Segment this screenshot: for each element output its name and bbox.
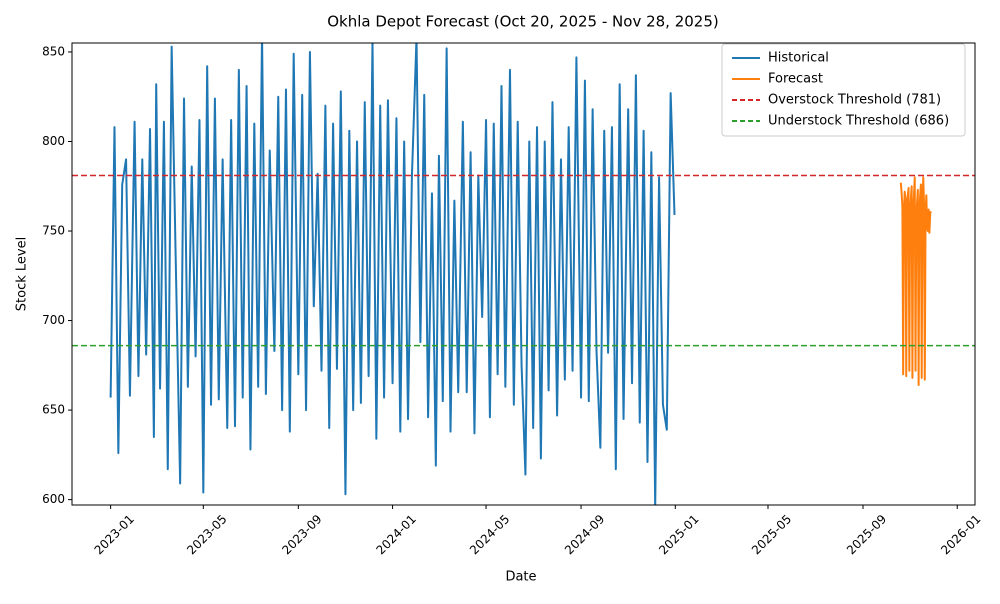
x-tick-label: 2025-05 — [749, 512, 794, 557]
y-tick-label: 800 — [42, 134, 65, 148]
y-axis-label: Stock Level — [15, 237, 30, 311]
series-line — [109, 43, 676, 505]
y-tick-label: 700 — [42, 313, 65, 327]
x-tick-label: 2024-01 — [374, 512, 419, 557]
legend-label: Forecast — [768, 72, 823, 87]
legend-label: Overstock Threshold (781) — [768, 93, 941, 108]
series-line — [899, 176, 932, 387]
x-tick-label: 2023-01 — [92, 512, 137, 557]
plot-frame — [71, 42, 976, 506]
legend-label: Understock Threshold (686) — [768, 114, 949, 129]
y-tick-label: 600 — [42, 492, 65, 506]
legend-box — [721, 43, 966, 137]
plot-area — [72, 43, 975, 505]
legend-label: Historical — [768, 51, 829, 66]
x-tick-label: 2026-01 — [938, 512, 983, 557]
x-tick-label: 2024-09 — [562, 512, 607, 557]
legend: Historical Forecast Overstock Threshold (7… — [721, 43, 966, 137]
x-tick-label: 2025-09 — [844, 512, 889, 557]
y-tick-label: 650 — [42, 403, 65, 417]
x-tick-label: 2024-05 — [467, 512, 512, 557]
y-tick-label: 750 — [42, 224, 65, 238]
chart-title: Okhla Depot Forecast (Oct 20, 2025 - Nov… — [327, 13, 719, 31]
y-tick-label: 850 — [42, 44, 65, 58]
x-tick-label: 2023-09 — [279, 512, 324, 557]
x-axis-label: Date — [505, 570, 536, 585]
x-tick-label: 2023-05 — [184, 512, 229, 557]
x-tick-label: 2025-01 — [656, 512, 701, 557]
